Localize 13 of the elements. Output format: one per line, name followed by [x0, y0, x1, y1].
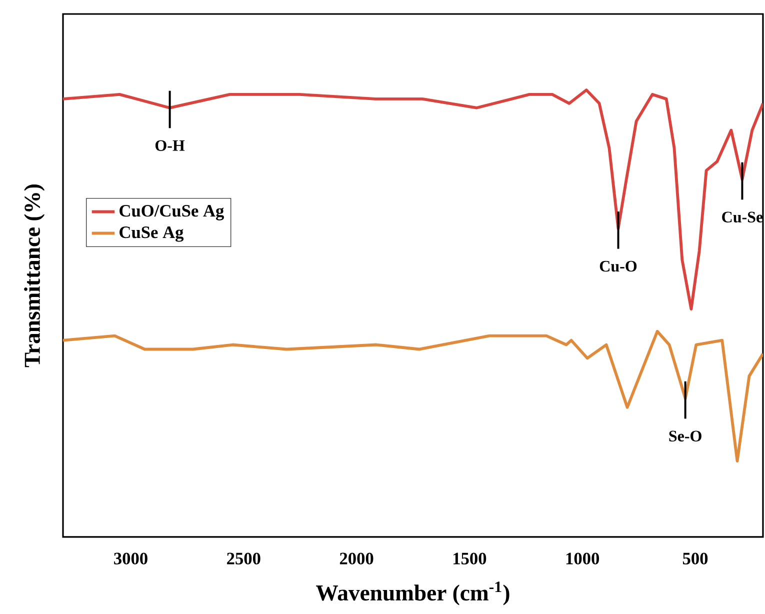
annotation: Cu-O	[600, 260, 637, 272]
x-tick-label: 500	[682, 552, 708, 564]
x-tick-label: 1000	[566, 552, 600, 564]
annotation: Se-O	[669, 430, 702, 442]
x-tick-label: 2000	[340, 552, 374, 564]
legend-label: CuSe Ag	[120, 226, 184, 242]
x-axis-title: Wavenumber (cm$^{-1}$)	[316, 582, 510, 606]
y-axis-title: Transmittance (%)	[24, 184, 45, 368]
legend-label: CuO/CuSe Ag	[120, 205, 224, 220]
x-tick-label: 3000	[114, 552, 148, 564]
x-tick-label: 2500	[227, 552, 260, 564]
x-tick-label: 1500	[453, 552, 486, 564]
annotation: O-H	[155, 140, 185, 151]
